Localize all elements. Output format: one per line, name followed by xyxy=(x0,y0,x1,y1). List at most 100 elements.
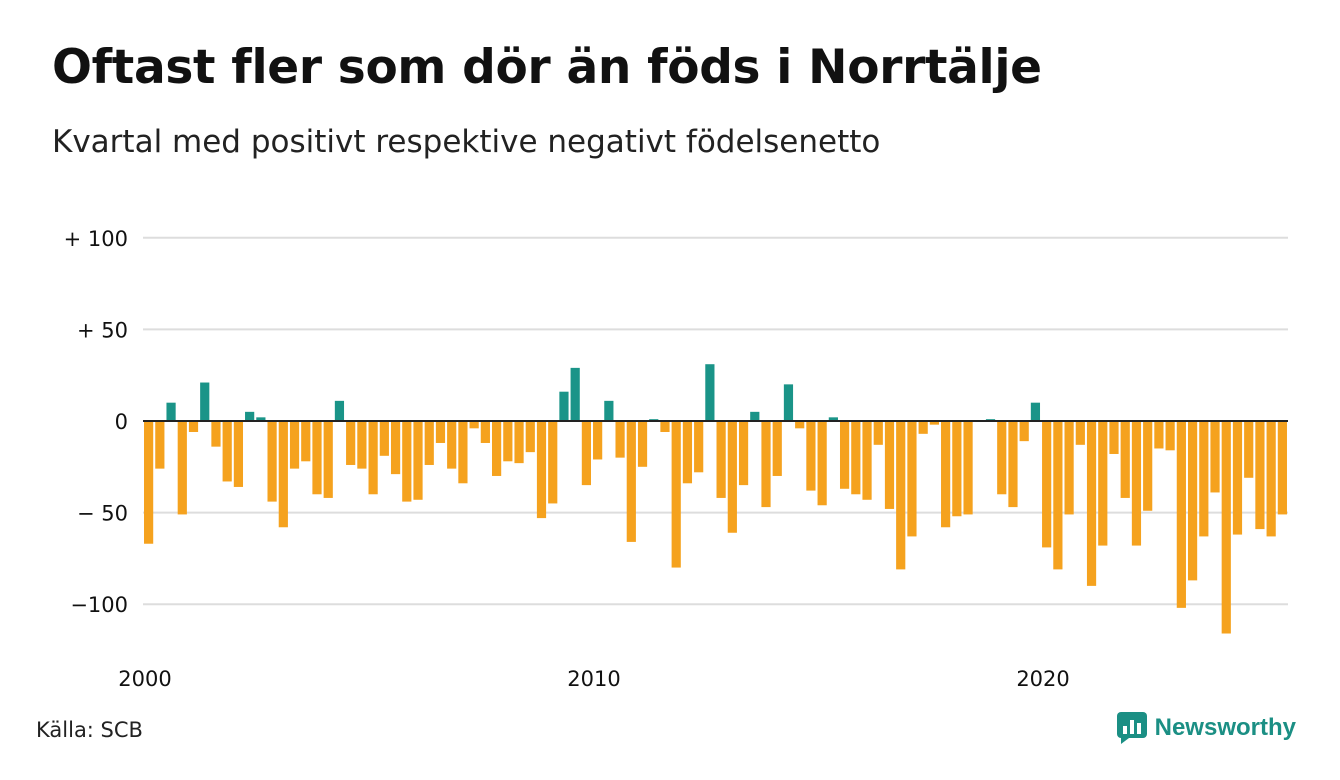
bar xyxy=(346,421,356,465)
bar xyxy=(682,421,693,484)
bar xyxy=(997,421,1007,495)
bar xyxy=(1042,421,1052,548)
bar xyxy=(368,421,378,495)
bar xyxy=(615,421,625,458)
y-tick-label: 0 xyxy=(115,410,128,434)
bar xyxy=(851,421,861,495)
bar xyxy=(334,400,345,421)
bar xyxy=(1131,421,1142,546)
bar xyxy=(1210,421,1220,493)
bar xyxy=(278,421,288,528)
bar xyxy=(525,421,535,453)
bar xyxy=(1277,421,1287,515)
bar xyxy=(233,421,244,487)
bar xyxy=(1086,421,1097,586)
bar xyxy=(245,411,255,421)
bar xyxy=(1199,421,1209,537)
bar xyxy=(1064,421,1074,515)
bar xyxy=(896,421,906,570)
bar xyxy=(884,421,895,509)
bar xyxy=(1187,421,1198,581)
bar xyxy=(806,421,816,491)
bar xyxy=(918,421,928,434)
y-tick-label: − 50 xyxy=(77,502,128,526)
bar xyxy=(1255,421,1265,530)
bar xyxy=(750,411,760,421)
bar xyxy=(952,421,962,517)
bar xyxy=(1053,421,1063,570)
bar xyxy=(626,421,636,542)
bar xyxy=(570,367,580,421)
bar xyxy=(828,417,838,421)
bar xyxy=(559,391,569,421)
bar xyxy=(671,421,681,568)
bar xyxy=(783,384,794,421)
bar xyxy=(536,421,547,519)
bar xyxy=(1030,402,1041,421)
x-tick-label: 2000 xyxy=(118,667,171,691)
y-tick-label: + 100 xyxy=(64,227,128,251)
bar xyxy=(166,402,176,421)
bar xyxy=(1008,421,1018,508)
bar xyxy=(705,364,715,421)
bar xyxy=(480,421,490,443)
bar xyxy=(312,421,322,495)
bar xyxy=(390,421,401,475)
chart-subtitle: Kvartal med positivt respektive negativt… xyxy=(52,124,881,160)
bar xyxy=(817,421,827,506)
bar xyxy=(1075,421,1085,445)
x-tick-label: 2010 xyxy=(567,667,620,691)
bar xyxy=(458,421,468,484)
bar xyxy=(256,417,266,421)
y-tick-label: −100 xyxy=(70,593,128,617)
bar xyxy=(839,421,850,489)
brand-name: Newsworthy xyxy=(1154,714,1296,741)
bars-layer xyxy=(144,364,1287,634)
bar xyxy=(907,421,917,537)
bar xyxy=(267,421,277,502)
bar xyxy=(469,421,479,429)
bar xyxy=(1176,421,1186,608)
bar xyxy=(222,421,232,482)
bar xyxy=(424,421,434,465)
bar xyxy=(413,421,423,500)
bar xyxy=(357,421,367,469)
bar xyxy=(514,421,524,464)
bar xyxy=(761,421,771,508)
bar xyxy=(289,421,300,469)
source-note: Källa: SCB xyxy=(36,718,143,742)
bar xyxy=(1109,421,1119,454)
bar xyxy=(727,421,737,533)
bar xyxy=(211,421,221,447)
bar xyxy=(548,421,558,504)
bar xyxy=(716,421,726,498)
x-tick-label: 2020 xyxy=(1016,667,1069,691)
bar xyxy=(581,421,591,486)
brand-logo[interactable]: Newsworthy xyxy=(1116,712,1296,744)
bar xyxy=(1019,421,1029,442)
bar xyxy=(862,421,872,500)
y-tick-label: + 50 xyxy=(77,318,128,342)
bar xyxy=(941,421,951,528)
bar xyxy=(379,421,389,456)
bar xyxy=(435,421,446,443)
bar xyxy=(188,421,199,432)
bar xyxy=(177,421,187,515)
bar xyxy=(1221,421,1231,634)
bar xyxy=(144,421,154,544)
bar xyxy=(963,421,973,515)
bar xyxy=(1120,421,1130,498)
bar xyxy=(795,421,805,429)
bar xyxy=(604,400,614,421)
bar xyxy=(929,421,939,425)
bar xyxy=(1165,421,1175,451)
bar xyxy=(1266,421,1276,537)
bar xyxy=(200,382,210,421)
axis-labels: + 100 + 50 0 − 50 −100 2000 2010 2020 xyxy=(64,227,1070,691)
bar xyxy=(873,421,883,445)
bar xyxy=(402,421,412,502)
bar xyxy=(694,421,704,473)
bar xyxy=(593,421,603,460)
bar-chart-icon xyxy=(1116,712,1147,744)
